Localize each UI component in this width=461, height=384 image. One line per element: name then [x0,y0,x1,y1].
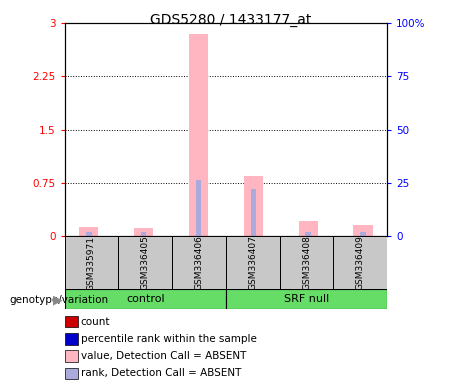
Text: GSM336408: GSM336408 [302,236,311,290]
Bar [172,236,226,290]
Bar [189,34,208,236]
Text: GSM336409: GSM336409 [356,236,365,290]
Text: percentile rank within the sample: percentile rank within the sample [81,334,257,344]
Bar [305,232,311,236]
Bar [226,289,387,309]
Bar [226,236,280,290]
Text: control: control [126,294,165,304]
Text: GSM335971: GSM335971 [87,235,96,291]
Bar [141,232,147,236]
Text: GSM336405: GSM336405 [141,236,150,290]
Text: GSM336407: GSM336407 [248,236,257,290]
Bar [79,227,98,236]
Text: SRF null: SRF null [284,294,329,304]
Bar [244,176,263,236]
Bar [65,289,226,309]
Text: GDS5280 / 1433177_at: GDS5280 / 1433177_at [150,13,311,27]
Text: genotype/variation: genotype/variation [9,295,108,305]
Bar [251,189,256,236]
Bar [299,220,318,236]
Bar [86,232,92,236]
Text: value, Detection Call = ABSENT: value, Detection Call = ABSENT [81,351,246,361]
Bar [354,225,372,236]
Bar [333,236,387,290]
Text: count: count [81,316,110,327]
Bar [65,236,118,290]
Bar [280,236,333,290]
Bar [118,236,172,290]
Bar [134,228,153,236]
Bar [196,180,201,236]
Bar [360,232,366,236]
Text: ▶: ▶ [53,294,62,307]
Text: GSM336406: GSM336406 [195,236,203,290]
Text: rank, Detection Call = ABSENT: rank, Detection Call = ABSENT [81,368,241,379]
